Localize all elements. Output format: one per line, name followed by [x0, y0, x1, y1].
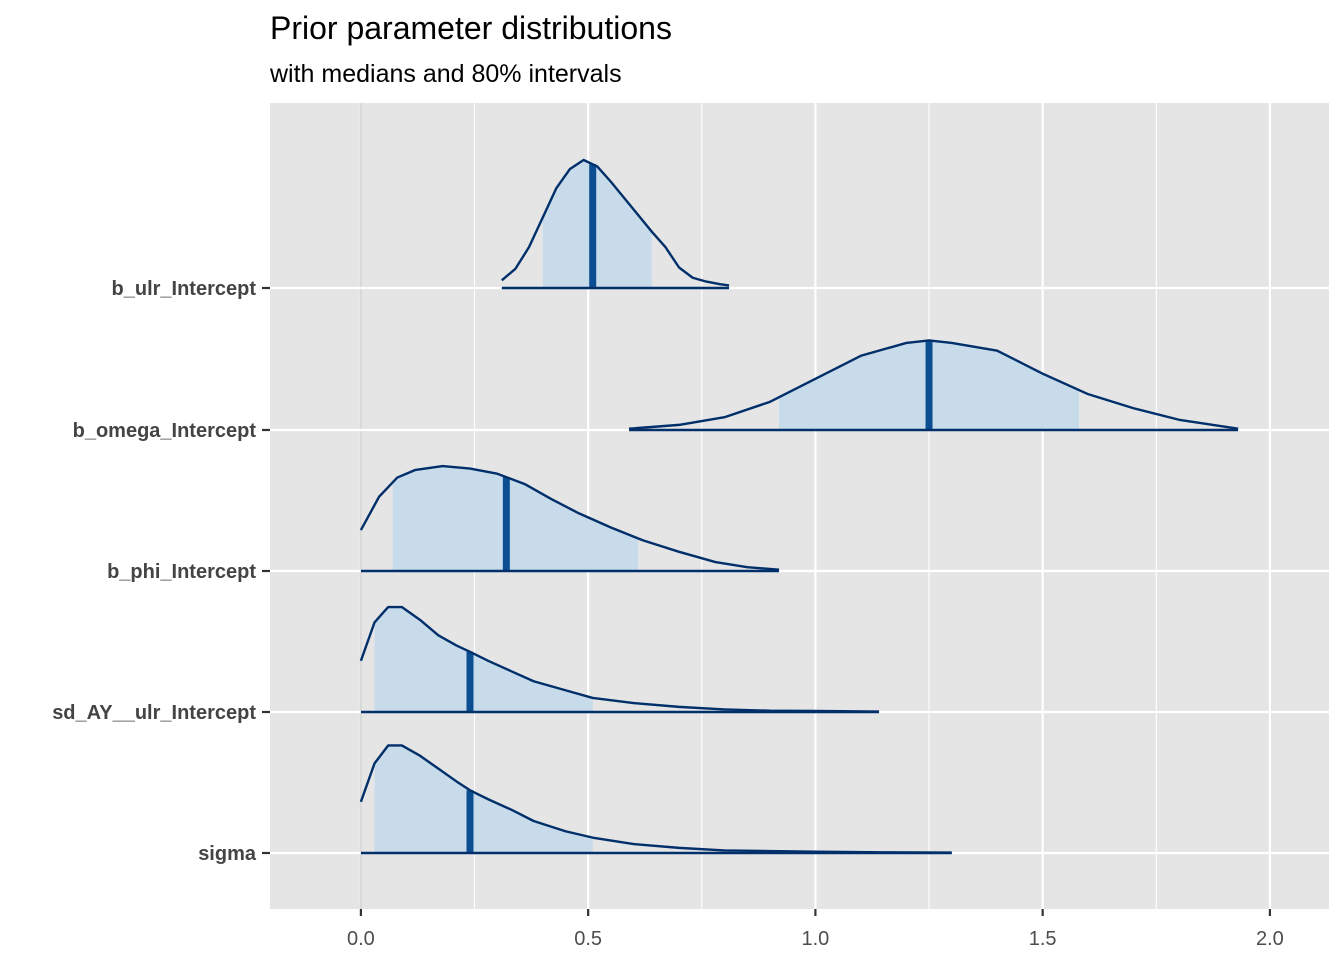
ridge-sd_AY__ulr_Intercept — [359, 605, 880, 714]
y-tick-label: sd_AY__ulr_Intercept — [52, 702, 256, 724]
y-tick-label: sigma — [198, 843, 257, 865]
x-tick-label: 0.5 — [574, 928, 602, 950]
density-ridges — [359, 158, 1239, 855]
chart-title: Prior parameter distributions — [270, 10, 672, 46]
density-curve — [359, 744, 952, 854]
ridge-b_phi_Intercept — [359, 464, 780, 573]
x-tick-label: 2.0 — [1256, 928, 1284, 950]
density-curve — [359, 605, 880, 713]
interval-area — [374, 745, 593, 853]
x-tick-label: 1.0 — [802, 928, 830, 950]
y-tick-label: b_phi_Intercept — [107, 561, 256, 583]
density-curve — [359, 464, 780, 571]
interval-area — [542, 160, 652, 288]
ridge-sigma — [359, 744, 952, 855]
density-curve — [628, 339, 1239, 430]
density-curve — [501, 158, 730, 287]
y-axis: b_ulr_Intercept b_omega_Intercept b_phi_In… — [52, 278, 270, 865]
y-tick-label: b_omega_Intercept — [73, 420, 257, 442]
x-axis: 0.0 0.5 1.0 1.5 2.0 — [347, 909, 1284, 950]
ridge-b_ulr_Intercept — [501, 158, 730, 290]
y-tick-label: b_ulr_Intercept — [112, 278, 257, 300]
x-tick-label: 1.5 — [1029, 928, 1057, 950]
interval-area — [392, 466, 639, 571]
x-tick-label: 0.0 — [347, 928, 375, 950]
chart-subtitle: with medians and 80% intervals — [270, 60, 622, 88]
ridge-b_omega_Intercept — [628, 339, 1239, 432]
